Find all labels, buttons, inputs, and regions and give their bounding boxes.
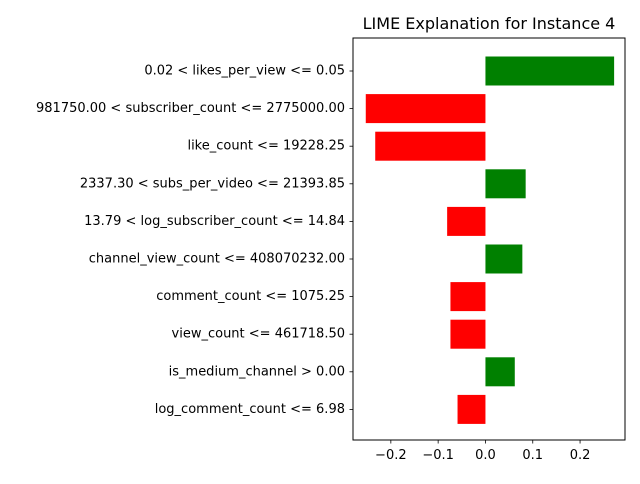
bar-1 xyxy=(485,56,615,86)
x-tick-label: −0.2 xyxy=(375,448,407,463)
plot-frame xyxy=(352,37,626,441)
y-tick-label: channel_view_count <= 408070232.00 xyxy=(89,252,345,267)
bar-8 xyxy=(450,319,486,349)
bar-7 xyxy=(450,282,486,312)
x-tick-label: −0.1 xyxy=(422,448,454,463)
y-tick-label: 13.79 < log_subscriber_count <= 14.84 xyxy=(84,214,345,229)
y-tick-label: 981750.00 < subscriber_count <= 2775000.… xyxy=(36,101,345,116)
y-tick-label: log_comment_count <= 6.98 xyxy=(155,402,345,417)
x-axis-ticks: −0.2 −0.1 0.0 0.1 0.2 xyxy=(375,440,590,463)
bar-9 xyxy=(485,357,515,387)
y-tick-label: 0.02 < likes_per_view <= 0.05 xyxy=(144,64,345,79)
x-tick-label: 0.1 xyxy=(522,448,543,463)
bar-4 xyxy=(485,169,526,199)
y-tick-label: view_count <= 461718.50 xyxy=(172,327,345,342)
bar-3 xyxy=(375,131,486,161)
y-tick-label: like_count <= 19228.25 xyxy=(187,139,345,154)
x-tick-label: 0.0 xyxy=(475,448,496,463)
y-tick-labels: 0.02 < likes_per_view <= 0.05 981750.00 <… xyxy=(36,64,353,417)
chart-title: LIME Explanation for Instance 4 xyxy=(363,14,616,33)
x-tick-label: 0.2 xyxy=(570,448,591,463)
bar-10 xyxy=(457,394,486,424)
y-tick-label: is_medium_channel > 0.00 xyxy=(169,364,345,379)
bar-2 xyxy=(365,94,486,124)
bar-6 xyxy=(485,244,523,274)
bars-layer xyxy=(365,56,615,424)
y-tick-label: comment_count <= 1075.25 xyxy=(156,289,345,304)
y-tick-label: 2337.30 < subs_per_video <= 21393.85 xyxy=(80,176,345,191)
bar-5 xyxy=(447,206,486,236)
